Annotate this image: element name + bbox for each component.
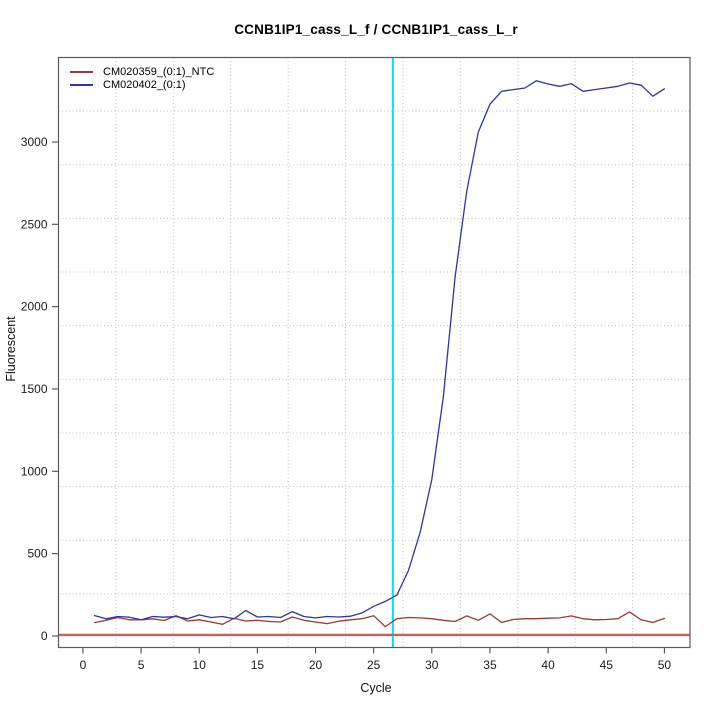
legend-item-ntc: CM020359_(0:1)_NTC xyxy=(70,65,214,78)
y-tick-label: 2500 xyxy=(21,217,48,231)
y-tick-label: 1000 xyxy=(21,464,48,478)
x-tick-label: 30 xyxy=(425,658,439,672)
legend-line-sample-cm020402 xyxy=(70,83,93,86)
x-tick-label: 20 xyxy=(309,658,323,672)
x-tick-label: 40 xyxy=(541,658,555,672)
y-axis-title: Fluorescent xyxy=(4,316,18,382)
x-tick-label: 0 xyxy=(80,658,87,672)
legend-line-sample-ntc xyxy=(70,70,93,73)
x-tick-label: 15 xyxy=(251,658,265,672)
plot-border xyxy=(57,56,691,649)
y-axis: 0 500 1000 1500 2000 2500 3000 xyxy=(21,135,59,643)
y-tick-label: 3000 xyxy=(21,135,48,149)
grid xyxy=(58,57,690,648)
series-line-cm020402 xyxy=(93,80,666,621)
y-tick-label: 1500 xyxy=(21,382,48,396)
x-tick-label: 45 xyxy=(600,658,614,672)
x-tick-label: 10 xyxy=(193,658,207,672)
legend-label-cm020402: CM020402_(0:1) xyxy=(103,78,186,91)
legend: CM020359_(0:1)_NTC CM020402_(0:1) xyxy=(70,65,214,91)
x-tick-label: 25 xyxy=(367,658,381,672)
x-tick-label: 5 xyxy=(138,658,145,672)
legend-label-ntc: CM020359_(0:1)_NTC xyxy=(103,65,215,78)
x-tick-label: 50 xyxy=(658,658,672,672)
y-tick-label: 2000 xyxy=(21,300,48,314)
series-line-ntc xyxy=(93,611,666,628)
y-tick-label: 0 xyxy=(41,629,48,643)
legend-item-sample: CM020402_(0:1) xyxy=(70,78,214,91)
chart-title: CCNB1IP1_cass_L_f / CCNB1IP1_cass_L_r xyxy=(234,22,518,37)
x-axis: 0 5 10 15 20 25 30 35 40 45 50 xyxy=(80,647,672,672)
y-tick-label: 500 xyxy=(27,547,47,561)
x-tick-label: 35 xyxy=(483,658,497,672)
x-axis-title: Cycle xyxy=(360,681,392,695)
